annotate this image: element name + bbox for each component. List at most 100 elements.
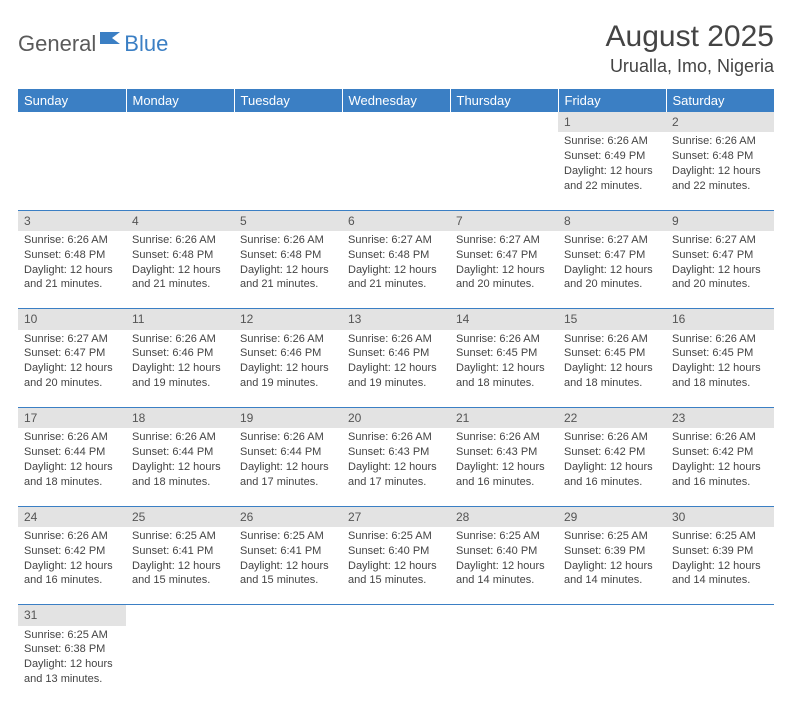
weekday-header: Thursday xyxy=(450,89,558,112)
day-info: Sunrise: 6:26 AMSunset: 6:44 PMDaylight:… xyxy=(234,428,342,493)
daylight-line: Daylight: 12 hours and 21 minutes. xyxy=(348,263,444,293)
day-number-cell: 27 xyxy=(342,506,450,527)
sunrise-line: Sunrise: 6:26 AM xyxy=(348,430,444,445)
sunrise-line: Sunrise: 6:27 AM xyxy=(672,233,768,248)
day-info: Sunrise: 6:27 AMSunset: 6:47 PMDaylight:… xyxy=(450,231,558,296)
day-detail-cell xyxy=(234,626,342,704)
day-detail-cell: Sunrise: 6:25 AMSunset: 6:41 PMDaylight:… xyxy=(126,527,234,605)
day-number-cell xyxy=(342,605,450,626)
day-info: Sunrise: 6:26 AMSunset: 6:46 PMDaylight:… xyxy=(234,330,342,395)
sunrise-line: Sunrise: 6:26 AM xyxy=(132,233,228,248)
daylight-line: Daylight: 12 hours and 15 minutes. xyxy=(240,559,336,589)
sunset-line: Sunset: 6:48 PM xyxy=(132,248,228,263)
sunset-line: Sunset: 6:42 PM xyxy=(24,544,120,559)
sunset-line: Sunset: 6:41 PM xyxy=(132,544,228,559)
sunrise-line: Sunrise: 6:26 AM xyxy=(132,430,228,445)
sunset-line: Sunset: 6:49 PM xyxy=(564,149,660,164)
day-number-row: 24252627282930 xyxy=(18,506,774,527)
day-detail-cell: Sunrise: 6:26 AMSunset: 6:45 PMDaylight:… xyxy=(558,330,666,408)
day-detail-row: Sunrise: 6:26 AMSunset: 6:44 PMDaylight:… xyxy=(18,428,774,506)
day-detail-cell xyxy=(126,626,234,704)
logo-text-blue: Blue xyxy=(124,31,168,57)
daylight-line: Daylight: 12 hours and 13 minutes. xyxy=(24,657,120,687)
day-info: Sunrise: 6:27 AMSunset: 6:47 PMDaylight:… xyxy=(18,330,126,395)
day-detail-cell: Sunrise: 6:26 AMSunset: 6:44 PMDaylight:… xyxy=(18,428,126,506)
sunset-line: Sunset: 6:44 PM xyxy=(240,445,336,460)
day-detail-cell: Sunrise: 6:25 AMSunset: 6:40 PMDaylight:… xyxy=(450,527,558,605)
day-detail-cell xyxy=(342,626,450,704)
day-number-cell xyxy=(126,605,234,626)
daylight-line: Daylight: 12 hours and 14 minutes. xyxy=(456,559,552,589)
weekday-header: Wednesday xyxy=(342,89,450,112)
sunset-line: Sunset: 6:38 PM xyxy=(24,642,120,657)
day-number-cell: 22 xyxy=(558,408,666,429)
day-number-cell: 14 xyxy=(450,309,558,330)
day-info: Sunrise: 6:26 AMSunset: 6:48 PMDaylight:… xyxy=(234,231,342,296)
sunrise-line: Sunrise: 6:25 AM xyxy=(132,529,228,544)
day-detail-cell: Sunrise: 6:27 AMSunset: 6:47 PMDaylight:… xyxy=(450,231,558,309)
month-title: August 2025 xyxy=(606,20,774,54)
day-detail-cell: Sunrise: 6:26 AMSunset: 6:46 PMDaylight:… xyxy=(342,330,450,408)
daylight-line: Daylight: 12 hours and 14 minutes. xyxy=(564,559,660,589)
day-detail-cell xyxy=(450,132,558,210)
day-detail-cell: Sunrise: 6:25 AMSunset: 6:39 PMDaylight:… xyxy=(558,527,666,605)
day-info: Sunrise: 6:26 AMSunset: 6:42 PMDaylight:… xyxy=(18,527,126,592)
daylight-line: Daylight: 12 hours and 18 minutes. xyxy=(24,460,120,490)
sunset-line: Sunset: 6:46 PM xyxy=(348,346,444,361)
page-header: General Blue August 2025 Urualla, Imo, N… xyxy=(18,20,774,77)
weekday-header: Friday xyxy=(558,89,666,112)
day-info: Sunrise: 6:26 AMSunset: 6:48 PMDaylight:… xyxy=(666,132,774,197)
day-info: Sunrise: 6:26 AMSunset: 6:49 PMDaylight:… xyxy=(558,132,666,197)
day-info: Sunrise: 6:26 AMSunset: 6:46 PMDaylight:… xyxy=(126,330,234,395)
daylight-line: Daylight: 12 hours and 18 minutes. xyxy=(132,460,228,490)
day-detail-cell: Sunrise: 6:27 AMSunset: 6:47 PMDaylight:… xyxy=(18,330,126,408)
sunset-line: Sunset: 6:45 PM xyxy=(456,346,552,361)
day-number-cell: 23 xyxy=(666,408,774,429)
sunrise-line: Sunrise: 6:26 AM xyxy=(240,430,336,445)
day-number-cell: 25 xyxy=(126,506,234,527)
day-info: Sunrise: 6:26 AMSunset: 6:46 PMDaylight:… xyxy=(342,330,450,395)
day-detail-cell xyxy=(234,132,342,210)
daylight-line: Daylight: 12 hours and 20 minutes. xyxy=(564,263,660,293)
day-info: Sunrise: 6:25 AMSunset: 6:41 PMDaylight:… xyxy=(126,527,234,592)
daylight-line: Daylight: 12 hours and 16 minutes. xyxy=(672,460,768,490)
day-detail-row: Sunrise: 6:27 AMSunset: 6:47 PMDaylight:… xyxy=(18,330,774,408)
day-detail-row: Sunrise: 6:25 AMSunset: 6:38 PMDaylight:… xyxy=(18,626,774,704)
day-detail-cell: Sunrise: 6:25 AMSunset: 6:41 PMDaylight:… xyxy=(234,527,342,605)
day-info: Sunrise: 6:27 AMSunset: 6:47 PMDaylight:… xyxy=(558,231,666,296)
sunrise-line: Sunrise: 6:26 AM xyxy=(132,332,228,347)
sunrise-line: Sunrise: 6:25 AM xyxy=(456,529,552,544)
sunrise-line: Sunrise: 6:26 AM xyxy=(24,233,120,248)
flag-icon xyxy=(100,30,122,51)
sunset-line: Sunset: 6:44 PM xyxy=(132,445,228,460)
day-number-cell: 21 xyxy=(450,408,558,429)
sunset-line: Sunset: 6:47 PM xyxy=(456,248,552,263)
day-number-cell: 16 xyxy=(666,309,774,330)
sunset-line: Sunset: 6:39 PM xyxy=(564,544,660,559)
day-number-cell: 24 xyxy=(18,506,126,527)
daylight-line: Daylight: 12 hours and 17 minutes. xyxy=(240,460,336,490)
sunset-line: Sunset: 6:42 PM xyxy=(672,445,768,460)
day-number-cell xyxy=(18,112,126,132)
location: Urualla, Imo, Nigeria xyxy=(606,56,774,77)
sunrise-line: Sunrise: 6:26 AM xyxy=(24,529,120,544)
day-detail-cell: Sunrise: 6:26 AMSunset: 6:44 PMDaylight:… xyxy=(126,428,234,506)
day-info: Sunrise: 6:26 AMSunset: 6:44 PMDaylight:… xyxy=(18,428,126,493)
logo: General Blue xyxy=(18,30,168,57)
day-detail-cell: Sunrise: 6:26 AMSunset: 6:48 PMDaylight:… xyxy=(234,231,342,309)
day-info: Sunrise: 6:26 AMSunset: 6:44 PMDaylight:… xyxy=(126,428,234,493)
sunrise-line: Sunrise: 6:26 AM xyxy=(564,134,660,149)
daylight-line: Daylight: 12 hours and 21 minutes. xyxy=(240,263,336,293)
day-detail-cell xyxy=(666,626,774,704)
daylight-line: Daylight: 12 hours and 21 minutes. xyxy=(132,263,228,293)
day-detail-cell: Sunrise: 6:26 AMSunset: 6:45 PMDaylight:… xyxy=(666,330,774,408)
day-detail-cell: Sunrise: 6:26 AMSunset: 6:48 PMDaylight:… xyxy=(18,231,126,309)
day-number-cell: 4 xyxy=(126,210,234,231)
sunrise-line: Sunrise: 6:26 AM xyxy=(456,332,552,347)
sunset-line: Sunset: 6:48 PM xyxy=(348,248,444,263)
daylight-line: Daylight: 12 hours and 19 minutes. xyxy=(240,361,336,391)
sunset-line: Sunset: 6:45 PM xyxy=(564,346,660,361)
day-number-row: 10111213141516 xyxy=(18,309,774,330)
day-number-cell: 26 xyxy=(234,506,342,527)
sunrise-line: Sunrise: 6:26 AM xyxy=(672,134,768,149)
